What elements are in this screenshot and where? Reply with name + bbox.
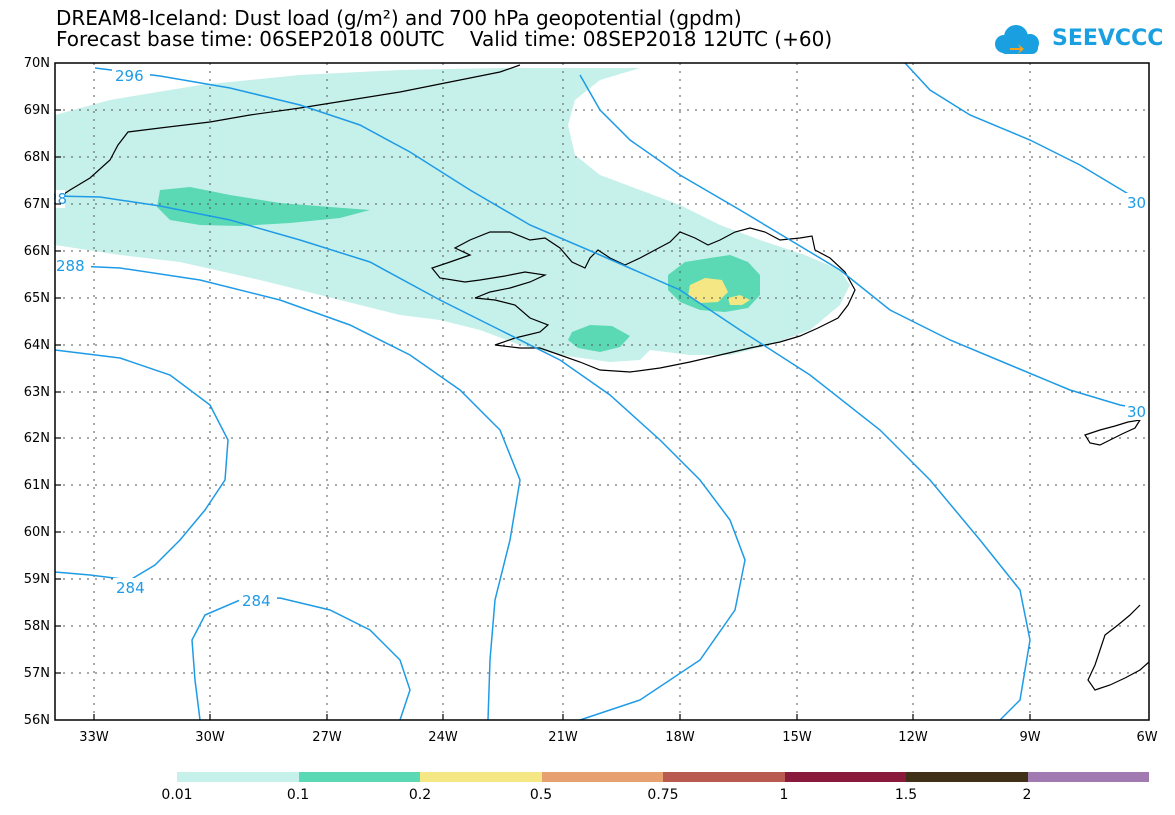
- lat-label: 57N: [23, 666, 50, 681]
- logo-text: SEEVCCC: [1052, 26, 1164, 51]
- lon-label: 9W: [1019, 730, 1041, 745]
- dust-shading-light: [55, 68, 850, 362]
- scotland-coast: [1087, 604, 1150, 691]
- lon-label: 18W: [665, 730, 695, 745]
- lon-label: 30W: [195, 730, 225, 745]
- colorbar-segment: [177, 772, 299, 782]
- map-subtitle: Forecast base time: 06SEP2018 00UTC Vali…: [56, 27, 833, 51]
- contour-288: [54, 264, 521, 721]
- colorbar-label: 0.1: [286, 787, 310, 803]
- lat-label: 61N: [23, 478, 50, 493]
- lon-label: 24W: [428, 730, 458, 745]
- colorbar-label: 1.5: [894, 787, 918, 803]
- contour-label-300-north: 30: [1127, 194, 1146, 212]
- greenland-coast: [54, 64, 521, 201]
- colorbar-label: 0.01: [161, 787, 193, 803]
- contour-label-296: 296: [115, 67, 144, 85]
- seevccc-logo: [995, 25, 1039, 54]
- lat-label: 62N: [23, 431, 50, 446]
- axis-ticks: [55, 109, 1031, 720]
- contour-284-west: [54, 349, 229, 581]
- iceland-coast: [430, 227, 856, 373]
- cloud-icon: [995, 25, 1039, 54]
- lat-label: 67N: [23, 197, 50, 212]
- lat-label: 60N: [23, 525, 50, 540]
- contour-label-284-west: 284: [116, 579, 145, 597]
- lat-label: 66N: [23, 244, 50, 259]
- colorbar-label: 0.75: [647, 787, 679, 803]
- lat-label: 56N: [23, 713, 50, 728]
- contour-292: [54, 195, 746, 721]
- colorbar-label: 0.5: [529, 787, 553, 803]
- colorbar-segment: [420, 772, 542, 782]
- colorbar-segment: [906, 772, 1028, 782]
- contour-284-south: [191, 597, 411, 721]
- lon-label: 21W: [548, 730, 578, 745]
- colorbar-segment: [663, 772, 785, 782]
- lat-label: 64N: [23, 338, 50, 353]
- colorbar-label: 1: [779, 787, 789, 803]
- coastline: [54, 64, 1150, 691]
- lon-label: 33W: [79, 730, 109, 745]
- contour-labels: 296 288 284 284 30 30 28: [48, 66, 1149, 610]
- colorbar: [177, 772, 1149, 782]
- colorbar-segment: [1027, 772, 1149, 782]
- contour-label-288: 288: [56, 257, 85, 275]
- lat-label: 59N: [23, 572, 50, 587]
- colorbar-label: 0.2: [408, 787, 432, 803]
- lat-label: 69N: [23, 103, 50, 118]
- colorbar-segment: [784, 772, 906, 782]
- lat-label: 70N: [23, 56, 50, 71]
- colorbar-label: 2: [1022, 787, 1032, 803]
- lon-label: 27W: [312, 730, 342, 745]
- colorbar-segment: [298, 772, 420, 782]
- lat-label: 63N: [23, 385, 50, 400]
- contour-300-north: [904, 62, 1150, 206]
- faroe-coast: [1084, 419, 1142, 446]
- colorbar-segment: [541, 772, 663, 782]
- lat-label: 68N: [23, 150, 50, 165]
- contour-296: [94, 67, 1031, 721]
- contour-300-east: [579, 74, 1150, 411]
- lon-label: 6W: [1136, 730, 1158, 745]
- lon-label: 15W: [782, 730, 812, 745]
- lon-label: 12W: [898, 730, 928, 745]
- lat-label: 65N: [23, 291, 50, 306]
- map-title: DREAM8-Iceland: Dust load (g/m²) and 700…: [56, 6, 742, 30]
- lat-label: 58N: [23, 619, 50, 634]
- contour-label-284-south: 284: [242, 592, 271, 610]
- contour-label-300-east: 30: [1127, 403, 1146, 421]
- graticule: [55, 63, 1149, 720]
